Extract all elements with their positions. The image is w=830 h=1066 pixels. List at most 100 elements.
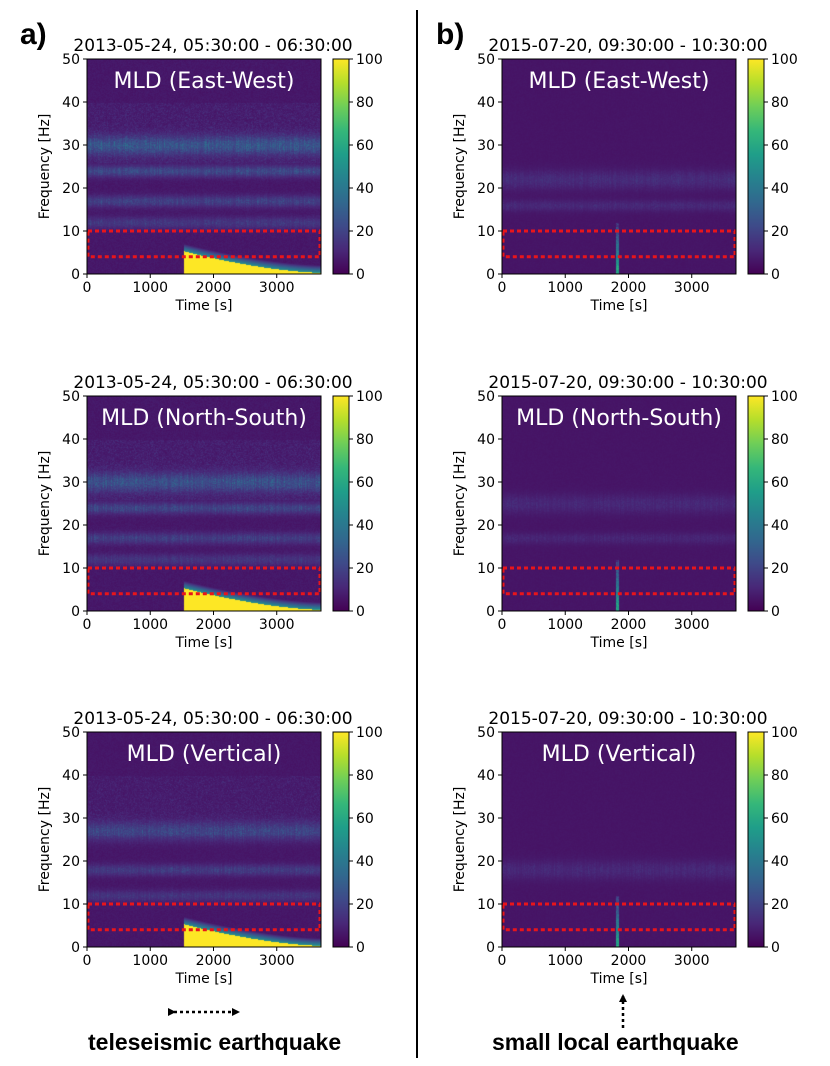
- axes-frame: [86, 58, 322, 275]
- chart-title: 2015-07-20, 09:30:00 - 10:30:00: [488, 36, 767, 56]
- x-tick-label: 0: [498, 280, 507, 296]
- y-tick-label: 20: [62, 518, 80, 534]
- x-tick-label: 0: [83, 953, 92, 969]
- y-tick-label: 50: [477, 725, 495, 741]
- y-tick-label: 10: [62, 897, 80, 913]
- colorbar-tick-label: 60: [771, 811, 789, 827]
- y-tick-label: 10: [477, 897, 495, 913]
- x-tick-label: 0: [498, 953, 507, 969]
- chart-title: 2013-05-24, 05:30:00 - 06:30:00: [73, 709, 352, 729]
- colorbar-tick-label: 100: [771, 725, 798, 741]
- spectrogram-image: [87, 396, 321, 611]
- colorbar-tick-label: 20: [356, 224, 374, 240]
- colorbar-tick-label: 80: [356, 432, 374, 448]
- frequency-band-box: [86, 229, 322, 259]
- y-tick-label: 40: [62, 95, 80, 111]
- x-axis-label: Time [s]: [175, 971, 233, 987]
- colorbar-tick-label: 40: [771, 854, 789, 870]
- y-tick-label: 30: [62, 138, 80, 154]
- y-tick-label: 30: [477, 475, 495, 491]
- axes-frame: [86, 395, 322, 612]
- y-tick-label: 0: [71, 940, 80, 956]
- y-tick-label: 0: [486, 267, 495, 283]
- x-tick-label: 3000: [259, 953, 295, 969]
- spectrogram-a3: MLD (Vertical) 2013-05-24, 05:30:00 - 06:…: [37, 709, 383, 987]
- colorbar-tick-label: 20: [771, 561, 789, 577]
- panel-label-a: a): [20, 18, 47, 51]
- y-tick-label: 20: [62, 181, 80, 197]
- y-tick-label: 10: [62, 224, 80, 240]
- colorbar-tick-label: 40: [356, 518, 374, 534]
- x-tick-label: 2000: [196, 953, 232, 969]
- x-tick-label: 3000: [674, 617, 710, 633]
- y-tick-label: 10: [62, 561, 80, 577]
- axes-frame: [86, 731, 322, 948]
- spectrogram-b1: MLD (East-West) 2015-07-20, 09:30:00 - 10…: [452, 36, 798, 314]
- colorbar-tick-label: 80: [771, 768, 789, 784]
- y-tick-label: 20: [477, 518, 495, 534]
- x-tick-label: 3000: [674, 280, 710, 296]
- x-tick-label: 1000: [132, 953, 168, 969]
- x-tick-label: 1000: [547, 280, 583, 296]
- colorbar-tick-label: 80: [771, 95, 789, 111]
- y-tick-label: 40: [62, 432, 80, 448]
- colorbar-tick-label: 60: [771, 475, 789, 491]
- y-tick-label: 30: [477, 138, 495, 154]
- colorbar-tick-label: 80: [356, 768, 374, 784]
- colorbar: [747, 731, 765, 948]
- frequency-band-box: [86, 902, 322, 932]
- y-tick-label: 0: [486, 940, 495, 956]
- y-tick-label: 50: [62, 725, 80, 741]
- colorbar-tick-label: 40: [356, 854, 374, 870]
- x-axis-label: Time [s]: [590, 298, 648, 314]
- x-tick-label: 1000: [132, 617, 168, 633]
- teleseismic-earthquake-label: teleseismic earthquake: [88, 1029, 342, 1055]
- x-axis-label: Time [s]: [590, 635, 648, 651]
- y-axis-label: Frequency [Hz]: [452, 787, 468, 893]
- x-tick-label: 2000: [196, 617, 232, 633]
- y-tick-label: 40: [477, 95, 495, 111]
- colorbar-tick-label: 60: [356, 811, 374, 827]
- y-axis-label: Frequency [Hz]: [37, 787, 53, 893]
- colorbar-tick-label: 0: [356, 267, 365, 283]
- y-tick-label: 30: [62, 475, 80, 491]
- axes-frame: [501, 58, 737, 275]
- x-tick-label: 3000: [259, 280, 295, 296]
- component-label: MLD (East-West): [529, 69, 710, 94]
- chart-title: 2013-05-24, 05:30:00 - 06:30:00: [73, 36, 352, 56]
- colorbar-tick-label: 0: [356, 604, 365, 620]
- y-tick-label: 20: [62, 854, 80, 870]
- colorbar-tick-label: 80: [356, 95, 374, 111]
- x-axis-label: Time [s]: [175, 635, 233, 651]
- small-local-earthquake-label: small local earthquake: [492, 1029, 739, 1055]
- y-tick-label: 10: [477, 224, 495, 240]
- frequency-band-box: [501, 229, 737, 259]
- x-tick-label: 0: [83, 617, 92, 633]
- spectrogram-image: [502, 732, 736, 947]
- spectrogram-panels: MLD (East-West) 2013-05-24, 05:30:00 - 06…: [37, 36, 798, 987]
- y-tick-label: 40: [62, 768, 80, 784]
- colorbar: [332, 395, 350, 612]
- x-axis-label: Time [s]: [175, 298, 233, 314]
- colorbar-tick-label: 40: [771, 518, 789, 534]
- spectrogram-image: [502, 59, 736, 274]
- colorbar-tick-label: 20: [356, 561, 374, 577]
- y-tick-label: 0: [71, 267, 80, 283]
- y-tick-label: 0: [71, 604, 80, 620]
- chart-title: 2015-07-20, 09:30:00 - 10:30:00: [488, 709, 767, 729]
- spectrogram-image: [87, 732, 321, 947]
- colorbar-tick-label: 40: [771, 181, 789, 197]
- y-tick-label: 50: [477, 52, 495, 68]
- x-tick-label: 2000: [196, 280, 232, 296]
- x-tick-label: 1000: [547, 953, 583, 969]
- colorbar-tick-label: 100: [356, 52, 383, 68]
- colorbar-tick-label: 0: [771, 940, 780, 956]
- y-tick-label: 20: [477, 854, 495, 870]
- y-tick-label: 40: [477, 768, 495, 784]
- colorbar-tick-label: 60: [356, 475, 374, 491]
- x-tick-label: 2000: [611, 617, 647, 633]
- spectrogram-a2: MLD (North-South) 2013-05-24, 05:30:00 - …: [37, 373, 383, 651]
- axes-frame: [501, 731, 737, 948]
- y-tick-label: 50: [477, 389, 495, 405]
- spectrogram-a1: MLD (East-West) 2013-05-24, 05:30:00 - 06…: [37, 36, 383, 314]
